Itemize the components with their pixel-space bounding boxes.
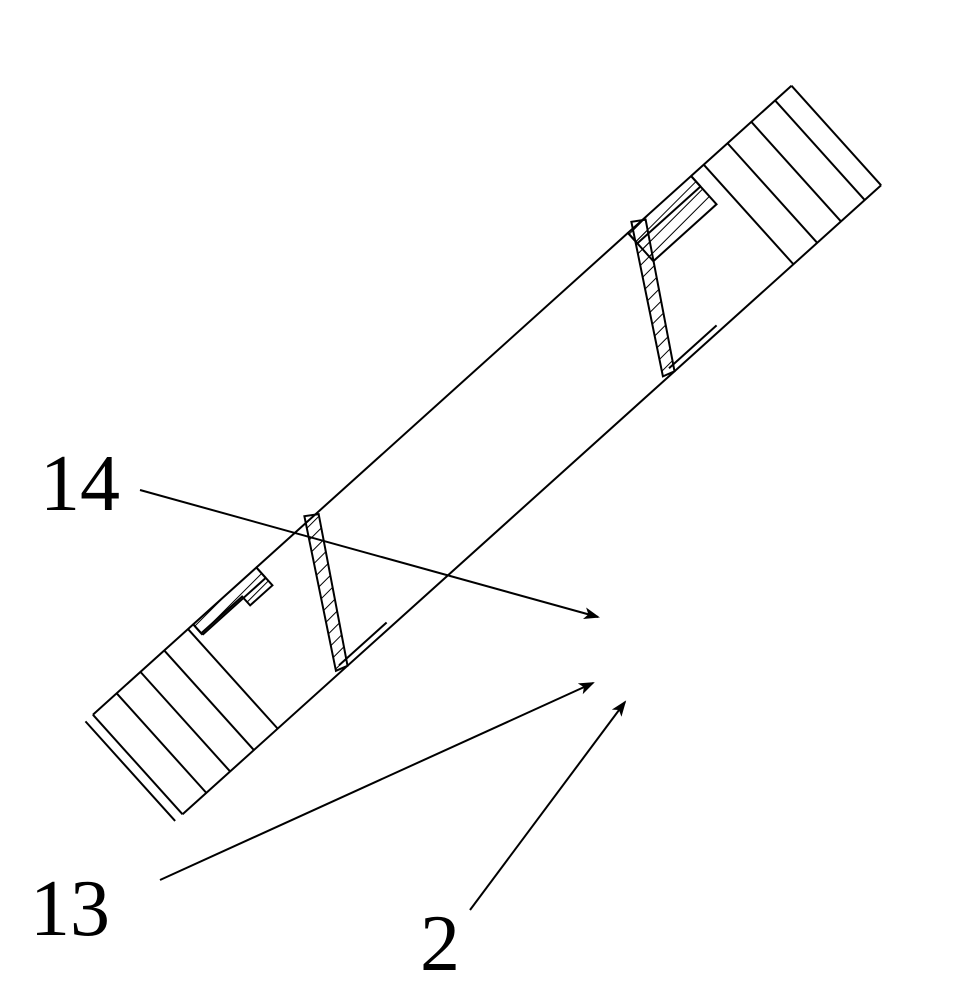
tube-group xyxy=(85,86,881,821)
label-14: 14 xyxy=(40,440,120,528)
leader-2 xyxy=(470,702,625,910)
label-13: 13 xyxy=(30,865,110,953)
leader-14 xyxy=(140,490,598,617)
leader-lines xyxy=(140,490,625,910)
label-2: 2 xyxy=(420,900,460,988)
diagram-canvas: 14 13 2 xyxy=(0,0,974,1000)
leader-13 xyxy=(160,683,593,880)
